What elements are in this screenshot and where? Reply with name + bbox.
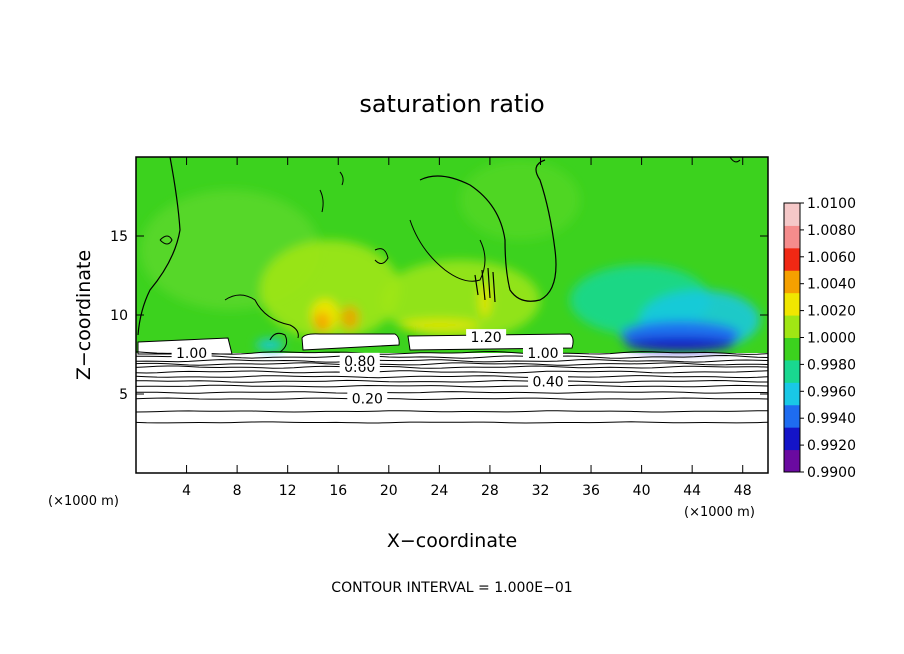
x-axis-unit-left: (×1000 m) bbox=[48, 494, 119, 509]
contour-line-field bbox=[137, 157, 181, 336]
contour-line bbox=[136, 410, 768, 413]
contour-line-field bbox=[419, 159, 557, 302]
x-tick-label: 12 bbox=[279, 483, 297, 499]
contour-label-bg bbox=[171, 344, 212, 359]
contour-label-bg bbox=[523, 344, 564, 359]
colorbar-swatch bbox=[784, 315, 800, 338]
chart-title: saturation ratio bbox=[359, 90, 544, 118]
contour-line-field bbox=[474, 267, 496, 303]
colorbar-swatch bbox=[784, 292, 800, 316]
contour-line bbox=[136, 365, 768, 369]
x-tick-label: 4 bbox=[182, 483, 191, 499]
colorbar-tick-label: 0.9960 bbox=[807, 384, 856, 400]
colorbar-swatch bbox=[784, 270, 800, 294]
contour-interval-note: CONTOUR INTERVAL = 1.000E−01 bbox=[331, 580, 572, 596]
field-blob bbox=[625, 337, 735, 351]
contour-line bbox=[136, 379, 768, 383]
x-axis-label: X−coordinate bbox=[387, 530, 517, 552]
colorbar-swatch bbox=[784, 359, 800, 383]
colorbar-tick-label: 1.0000 bbox=[807, 331, 856, 347]
contour-labels: 0.200.400.600.801.00 1.001.20 bbox=[171, 329, 569, 408]
contour-line bbox=[136, 391, 768, 394]
colorbar-tick-label: 1.0100 bbox=[807, 196, 856, 212]
colorbar-swatch bbox=[784, 382, 800, 406]
contour-line-field bbox=[729, 157, 741, 163]
contour-line bbox=[136, 362, 768, 366]
contour-line-field bbox=[269, 332, 288, 353]
contour-label: 1.00 bbox=[176, 346, 207, 362]
field-blob bbox=[341, 306, 359, 330]
x-axis-ticks: 4 8 12 16 20 24 28 32 36 40 44 48 bbox=[182, 157, 752, 499]
contour-line-field bbox=[339, 171, 344, 186]
colorbar-tick-label: 1.0040 bbox=[807, 277, 856, 293]
colorbar-swatch bbox=[784, 225, 800, 249]
x-tick-label: 36 bbox=[582, 483, 600, 499]
colorbar-swatch bbox=[784, 337, 800, 361]
x-tick-label: 28 bbox=[481, 483, 499, 499]
y-axis-label: Z−coordinate bbox=[73, 250, 95, 380]
field-blob bbox=[314, 312, 330, 332]
colorbar-swatch bbox=[784, 449, 800, 473]
field-blob bbox=[460, 160, 580, 240]
field-blob bbox=[260, 240, 400, 340]
clear-region bbox=[301, 333, 400, 351]
contour-line-field bbox=[159, 235, 173, 245]
colorbar-swatch bbox=[784, 247, 800, 271]
x-tick-label: 40 bbox=[633, 483, 651, 499]
colorbar-tick-label: 0.9940 bbox=[807, 411, 856, 427]
contour-label-bg bbox=[528, 373, 569, 388]
x-tick-label: 20 bbox=[380, 483, 398, 499]
colorbar-tick-label: 0.9900 bbox=[807, 465, 856, 481]
colorbar-tick-label: 1.0080 bbox=[807, 223, 856, 239]
x-tick-label: 32 bbox=[532, 483, 550, 499]
contour-label: 0.40 bbox=[532, 374, 563, 390]
colorbar-tick-label: 1.0060 bbox=[807, 250, 856, 266]
colorbar-tick-label: 0.9920 bbox=[807, 438, 856, 454]
x-axis-unit-right: (×1000 m) bbox=[684, 505, 755, 520]
y-tick-label: 15 bbox=[110, 229, 128, 245]
colorbar: 0.9900 0.9920 0.9940 0.9960 0.9980 1.0000 1.00… bbox=[783, 196, 856, 481]
contour-label-bg bbox=[466, 329, 507, 344]
contour-label: 0.20 bbox=[352, 392, 383, 408]
contour-line bbox=[136, 397, 768, 401]
contour-line bbox=[136, 370, 768, 374]
contour-line bbox=[136, 358, 768, 363]
contour-line bbox=[136, 421, 768, 424]
x-tick-label: 24 bbox=[430, 483, 448, 499]
contour-line-field bbox=[409, 219, 486, 282]
x-tick-label: 48 bbox=[734, 483, 752, 499]
x-tick-label: 44 bbox=[683, 483, 701, 499]
x-tick-label: 8 bbox=[233, 483, 242, 499]
colorbar-swatch bbox=[784, 203, 800, 226]
contour-line-field bbox=[374, 248, 389, 264]
contour-label-bg bbox=[339, 352, 380, 367]
colorbar-tick-label: 1.0020 bbox=[807, 304, 856, 320]
y-tick-label: 5 bbox=[119, 387, 128, 403]
x-tick-label: 16 bbox=[329, 483, 347, 499]
contour-line bbox=[136, 384, 768, 388]
y-axis-ticks: 5 10 15 bbox=[110, 229, 768, 403]
contour-line bbox=[136, 350, 768, 355]
contour-line-field bbox=[319, 189, 324, 213]
field-blob bbox=[256, 339, 284, 351]
colorbar-tick-label: 0.9980 bbox=[807, 357, 856, 373]
contour-label: 1.20 bbox=[471, 330, 502, 346]
contour-lines bbox=[136, 350, 768, 424]
contour-label: 1.00 bbox=[527, 346, 558, 362]
y-tick-label: 10 bbox=[110, 308, 128, 324]
plot-area: 0.200.400.600.801.00 1.001.20 bbox=[136, 157, 768, 473]
colorbar-swatch bbox=[784, 404, 800, 428]
contour-label: 0.80 bbox=[344, 354, 375, 370]
field-blob bbox=[400, 319, 480, 331]
contour-line bbox=[136, 375, 768, 379]
contour-line-field bbox=[224, 294, 299, 339]
colorbar-swatch bbox=[784, 427, 800, 451]
contour-line bbox=[136, 354, 768, 359]
contour-label-bg bbox=[347, 390, 388, 405]
